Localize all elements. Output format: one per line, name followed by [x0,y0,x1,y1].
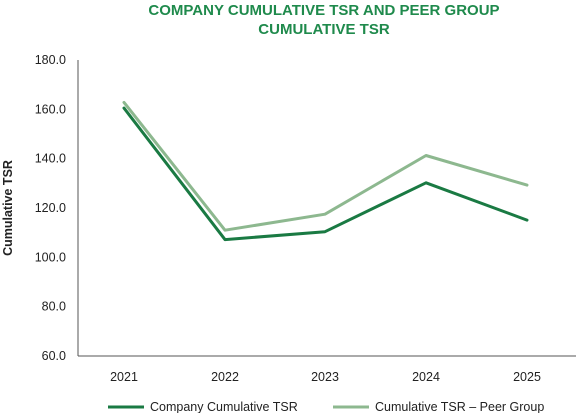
series-lines [122,100,529,242]
chart-title-line-2: CUMULATIVE TSR [258,21,390,38]
x-tick-label: 2025 [513,370,541,384]
y-tick-label: 120.0 [35,201,66,215]
y-tick-label: 80.0 [42,300,66,314]
y-tick-label: 140.0 [35,152,66,166]
y-tick-label: 160.0 [35,102,66,116]
y-tick-label: 180.0 [35,53,66,67]
y-axis-ticks: 60.0 80.0 100.0 120.0 140.0 160.0 180.0 [35,53,66,363]
y-tick-label: 100.0 [35,250,66,264]
y-tick-label: 60.0 [42,349,66,363]
x-axis-ticks: 2021 2022 2023 2024 2025 [110,370,541,384]
series-line-1 [122,100,529,232]
y-axis-label: Cumulative TSR [1,160,15,256]
legend-label-1: Cumulative TSR – Peer Group [375,400,544,413]
legend: Company Cumulative TSR Cumulative TSR – P… [108,400,544,413]
series-line-0 [122,106,529,242]
x-tick-label: 2024 [412,370,440,384]
chart-title-line-1: COMPANY CUMULATIVE TSR AND PEER GROUP [148,2,499,19]
legend-label-0: Company Cumulative TSR [150,400,298,413]
x-tick-label: 2023 [311,370,339,384]
x-tick-label: 2021 [110,370,138,384]
x-tick-label: 2022 [211,370,239,384]
